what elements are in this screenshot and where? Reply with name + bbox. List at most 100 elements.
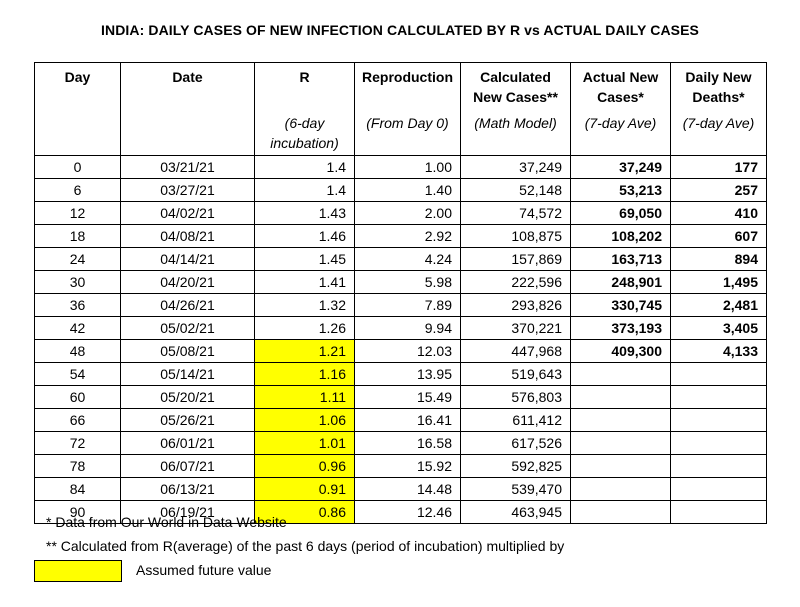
cell-repro: 16.41 — [354, 408, 461, 432]
cell-r: 1.4 — [254, 155, 355, 179]
cell-repro: 13.95 — [354, 362, 461, 386]
cell-date: 05/26/21 — [120, 408, 255, 432]
cell-date: 06/13/21 — [120, 477, 255, 501]
cell-actual — [570, 454, 671, 478]
cell-r: 1.16 — [254, 362, 355, 386]
table-row: 6 03/27/21 1.4 1.40 52,148 53,213 257 — [34, 178, 767, 202]
cell-calc: 576,803 — [460, 385, 571, 409]
cell-repro: 7.89 — [354, 293, 461, 317]
cell-actual: 330,745 — [570, 293, 671, 317]
header-row: Day Date R Reproduction Calculated New C… — [34, 62, 767, 113]
cell-deaths — [670, 431, 767, 455]
cell-deaths: 3,405 — [670, 316, 767, 340]
subheader-r: (6-day incubation) — [254, 113, 355, 156]
cell-date: 05/14/21 — [120, 362, 255, 386]
subheader-day — [34, 113, 121, 156]
cell-calc: 157,869 — [460, 247, 571, 271]
cell-deaths: 257 — [670, 178, 767, 202]
cell-calc: 37,249 — [460, 155, 571, 179]
header-calculated: Calculated New Cases** — [460, 62, 571, 113]
cell-actual — [570, 408, 671, 432]
cell-deaths — [670, 477, 767, 501]
cell-calc: 447,968 — [460, 339, 571, 363]
cell-deaths: 607 — [670, 224, 767, 248]
cell-repro: 14.48 — [354, 477, 461, 501]
cell-r: 1.06 — [254, 408, 355, 432]
cell-date: 05/20/21 — [120, 385, 255, 409]
cell-day: 36 — [34, 293, 121, 317]
cell-calc: 370,221 — [460, 316, 571, 340]
cell-repro: 1.00 — [354, 155, 461, 179]
cell-day: 72 — [34, 431, 121, 455]
cell-repro: 1.40 — [354, 178, 461, 202]
table-row: 84 06/13/21 0.91 14.48 539,470 — [34, 477, 767, 501]
legend-label: Assumed future value — [136, 562, 272, 578]
cell-r: 1.46 — [254, 224, 355, 248]
cell-day: 24 — [34, 247, 121, 271]
cell-r: 0.96 — [254, 454, 355, 478]
cell-date: 05/02/21 — [120, 316, 255, 340]
cell-r: 1.26 — [254, 316, 355, 340]
table-row: 54 05/14/21 1.16 13.95 519,643 — [34, 362, 767, 386]
table-row: 12 04/02/21 1.43 2.00 74,572 69,050 410 — [34, 201, 767, 225]
cell-actual — [570, 385, 671, 409]
cell-deaths — [670, 362, 767, 386]
cell-day: 12 — [34, 201, 121, 225]
cell-date: 04/20/21 — [120, 270, 255, 294]
cell-date: 04/08/21 — [120, 224, 255, 248]
table-row: 90 06/19/21 0.86 12.46 463,945 — [34, 500, 767, 524]
table-row: 42 05/02/21 1.26 9.94 370,221 373,193 3,405 — [34, 316, 767, 340]
cell-r: 1.4 — [254, 178, 355, 202]
cell-calc: 617,526 — [460, 431, 571, 455]
cell-r: 1.01 — [254, 431, 355, 455]
cell-date: 04/14/21 — [120, 247, 255, 271]
cell-day: 84 — [34, 477, 121, 501]
cell-deaths — [670, 408, 767, 432]
table-row: 78 06/07/21 0.96 15.92 592,825 — [34, 454, 767, 478]
cell-calc: 539,470 — [460, 477, 571, 501]
cell-day: 78 — [34, 454, 121, 478]
page-title: INDIA: DAILY CASES OF NEW INFECTION CALC… — [101, 22, 699, 38]
header-reproduction: Reproduction — [354, 62, 461, 113]
cell-r: 1.21 — [254, 339, 355, 363]
cell-calc: 463,945 — [460, 500, 571, 524]
cell-r: 1.43 — [254, 201, 355, 225]
cell-r: 0.91 — [254, 477, 355, 501]
cell-calc: 74,572 — [460, 201, 571, 225]
cell-day: 90 — [34, 500, 121, 524]
header-date: Date — [120, 62, 255, 113]
cases-table: Day Date R Reproduction Calculated New C… — [34, 62, 767, 524]
cell-actual: 108,202 — [570, 224, 671, 248]
cell-deaths: 410 — [670, 201, 767, 225]
cell-day: 30 — [34, 270, 121, 294]
cell-day: 60 — [34, 385, 121, 409]
cell-date: 06/07/21 — [120, 454, 255, 478]
subheader-date — [120, 113, 255, 156]
cell-date: 06/01/21 — [120, 431, 255, 455]
cell-date: 04/26/21 — [120, 293, 255, 317]
cell-repro: 15.49 — [354, 385, 461, 409]
cell-actual: 37,249 — [570, 155, 671, 179]
cell-date: 03/27/21 — [120, 178, 255, 202]
header-deaths: Daily New Deaths* — [670, 62, 767, 113]
cell-date: 06/19/21 — [120, 500, 255, 524]
header-day: Day — [34, 62, 121, 113]
cell-repro: 12.46 — [354, 500, 461, 524]
cell-actual: 53,213 — [570, 178, 671, 202]
cell-day: 6 — [34, 178, 121, 202]
cell-repro: 9.94 — [354, 316, 461, 340]
cell-deaths — [670, 500, 767, 524]
cell-calc: 293,826 — [460, 293, 571, 317]
cell-repro: 16.58 — [354, 431, 461, 455]
table-body: 0 03/21/21 1.4 1.00 37,249 37,249 177 6 03/27/21… — [34, 155, 767, 524]
cell-deaths — [670, 454, 767, 478]
cell-calc: 108,875 — [460, 224, 571, 248]
cell-actual: 248,901 — [570, 270, 671, 294]
table-row: 36 04/26/21 1.32 7.89 293,826 330,745 2,481 — [34, 293, 767, 317]
subheader-calculated: (Math Model) — [460, 113, 571, 156]
table-row: 72 06/01/21 1.01 16.58 617,526 — [34, 431, 767, 455]
header-actual: Actual New Cases* — [570, 62, 671, 113]
cell-calc: 611,412 — [460, 408, 571, 432]
cell-actual — [570, 362, 671, 386]
table-row: 66 05/26/21 1.06 16.41 611,412 — [34, 408, 767, 432]
